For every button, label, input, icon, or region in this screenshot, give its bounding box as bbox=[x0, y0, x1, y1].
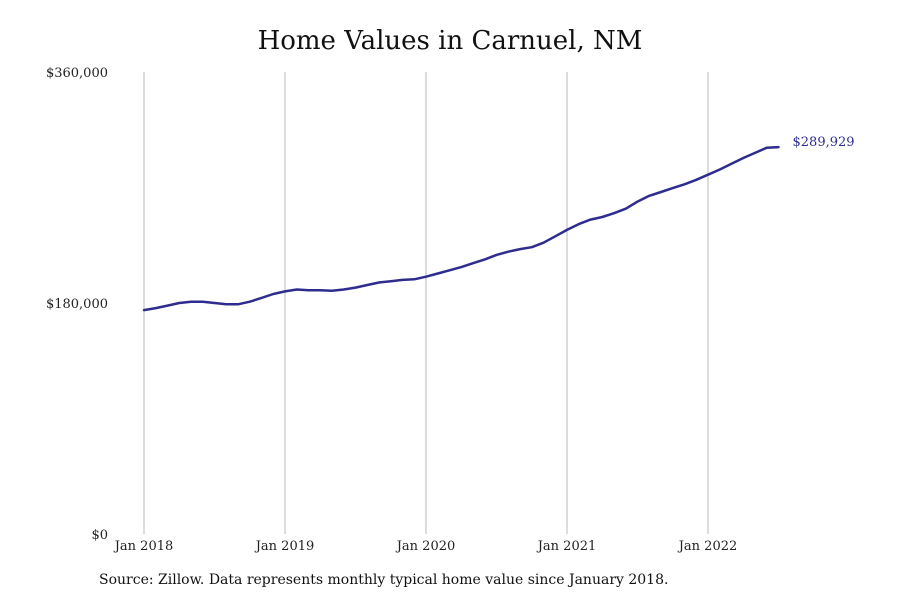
x-tick-label: Jan 2021 bbox=[536, 539, 597, 554]
y-tick-label: $360,000 bbox=[46, 66, 108, 81]
y-axis-ticks: $0 $180,000 $360,000 bbox=[46, 66, 108, 543]
series-layer bbox=[142, 145, 780, 312]
end-label-layer: $289,929 bbox=[793, 135, 855, 150]
x-tick-label: Jan 2020 bbox=[395, 539, 456, 554]
x-tick-label: Jan 2019 bbox=[254, 539, 315, 554]
end-value-label: $289,929 bbox=[793, 135, 855, 150]
chart-title: Home Values in Carnuel, NM bbox=[257, 26, 643, 56]
x-tick-label: Jan 2022 bbox=[677, 539, 738, 554]
gridlines bbox=[143, 72, 709, 534]
y-tick-label: $0 bbox=[91, 528, 108, 543]
x-axis-ticks: Jan 2018 Jan 2019 Jan 2020 Jan 2021 Jan 2022 bbox=[113, 539, 738, 554]
x-tick-label: Jan 2018 bbox=[113, 539, 174, 554]
source-note: Source: Zillow. Data represents monthly … bbox=[99, 572, 669, 588]
series-line-0 bbox=[142, 145, 780, 312]
y-tick-label: $180,000 bbox=[46, 297, 108, 312]
